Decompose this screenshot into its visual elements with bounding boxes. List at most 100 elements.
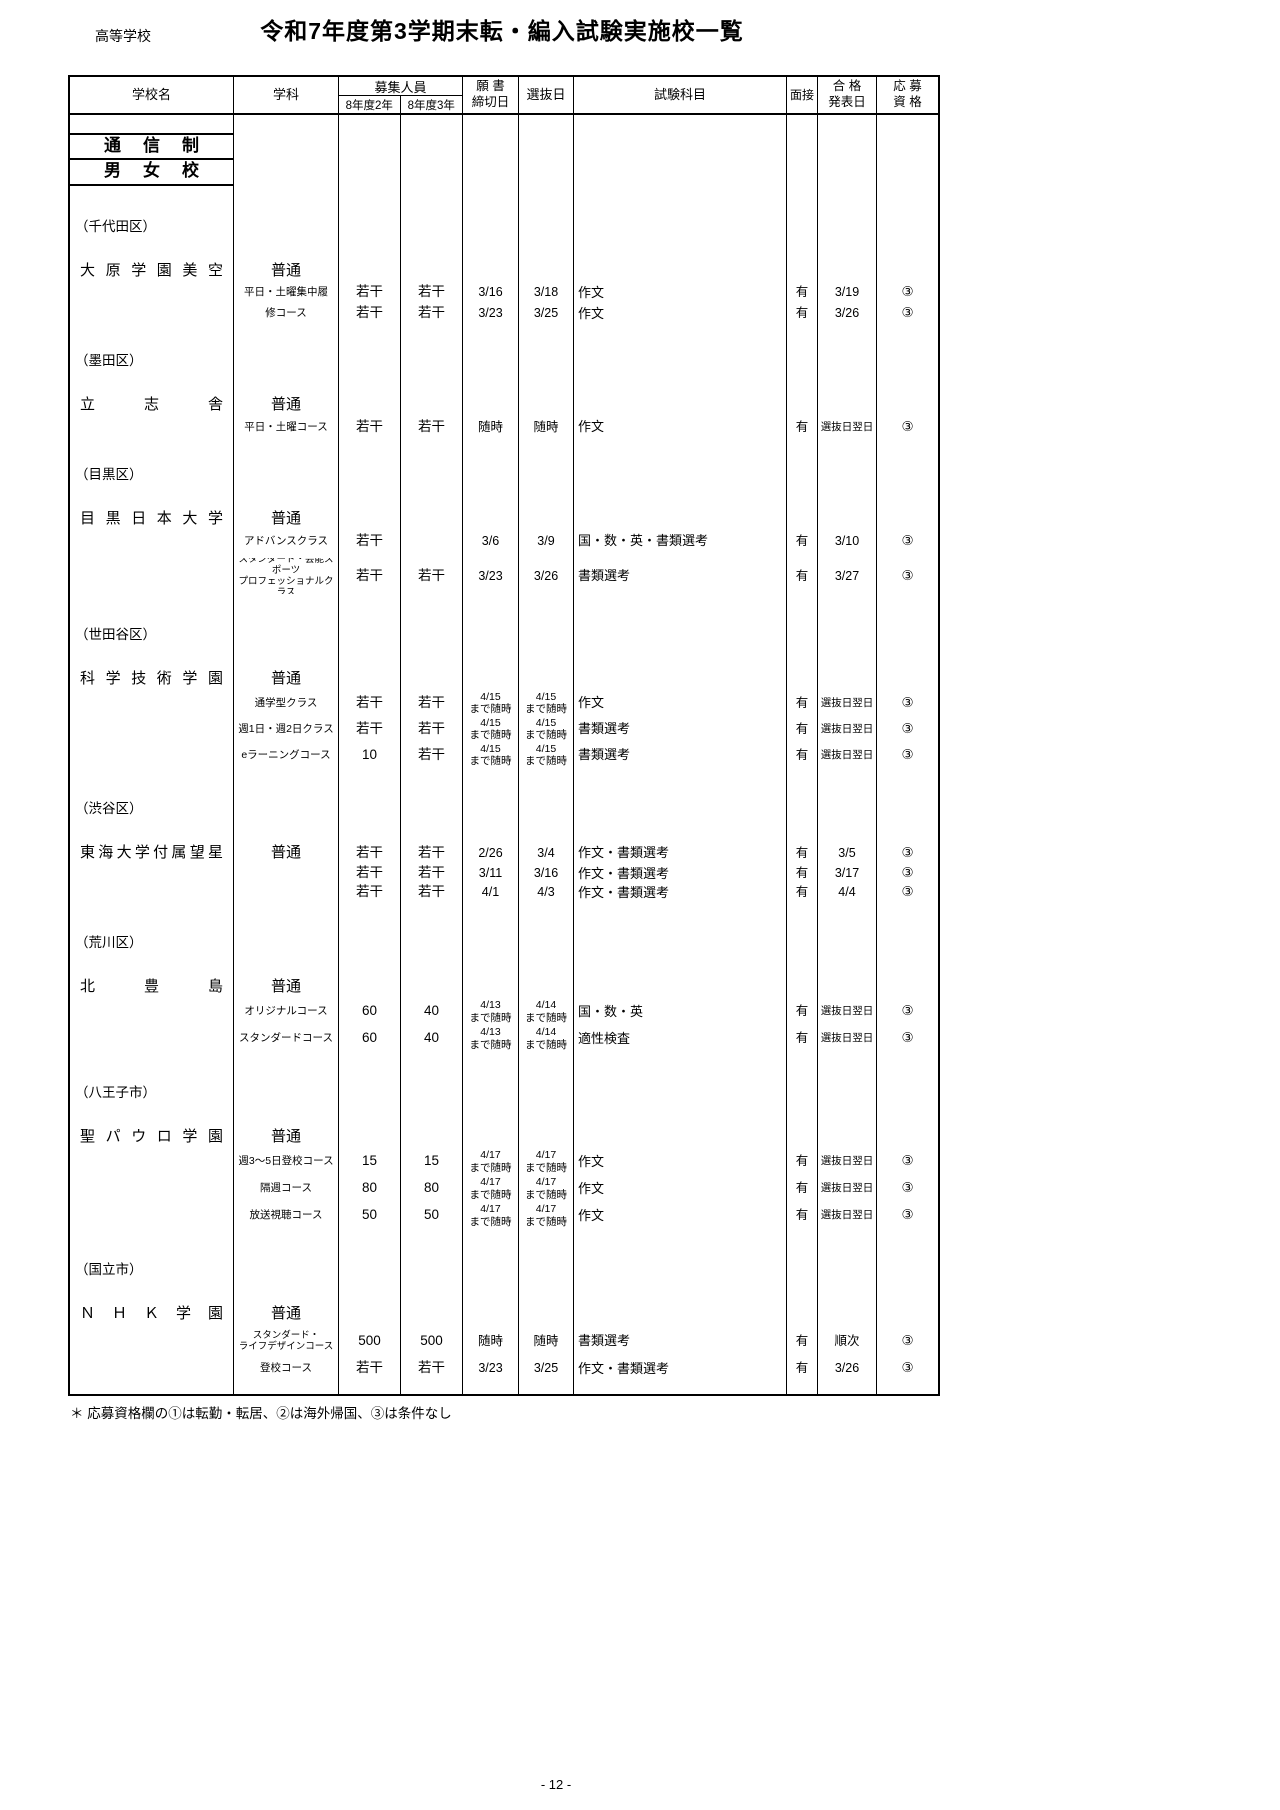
table-cell: 選抜日翌日 — [820, 1005, 874, 1018]
table-cell — [339, 324, 400, 350]
table-cell — [574, 902, 786, 932]
table-cell — [787, 798, 817, 820]
table-cell — [463, 1303, 518, 1325]
table-cell: 3/4 — [537, 845, 555, 860]
table-cell: 修コース — [265, 307, 307, 320]
table-cell: 有 — [795, 1333, 809, 1348]
table-cell — [877, 768, 938, 798]
table-cell: 男女校 — [70, 160, 233, 186]
table-cell — [787, 768, 817, 798]
table-cell — [234, 1281, 338, 1303]
table-cell: 平日・土曜コース — [244, 420, 328, 433]
table-cell — [877, 902, 938, 932]
table-cell: 随時 — [477, 1333, 503, 1348]
body-column-6: 作文 作文 作文 国・数・英・書類選考 書類選考 作文 書類選考 書類選考 作文・書類選考 作文・… — [574, 115, 787, 1394]
table-cell — [877, 438, 938, 464]
table-cell — [574, 115, 786, 135]
table-cell: 3/16 — [478, 285, 503, 299]
header-recruitment-group: 募集人員 8年度2年 8年度3年 — [339, 77, 463, 113]
table-cell — [463, 135, 518, 160]
table-cell: 60 — [361, 1030, 378, 1046]
table-cell — [787, 186, 817, 216]
table-cell: 書類選考 — [578, 747, 631, 763]
table-cell — [339, 216, 400, 238]
table-cell: ③ — [901, 284, 914, 300]
table-cell — [519, 1259, 573, 1281]
table-cell: 80 — [423, 1180, 440, 1196]
table-cell: 若干 — [418, 746, 445, 762]
table-cell — [339, 1380, 400, 1394]
table-cell: 有 — [795, 419, 809, 434]
table-cell: 4/17 まで随時 — [525, 1149, 567, 1174]
table-cell — [787, 1082, 817, 1104]
table-cell: 3/17 — [834, 866, 860, 880]
table-cell — [463, 394, 518, 416]
table-cell — [401, 160, 462, 186]
table-cell: （世田谷区） — [75, 626, 156, 642]
table-cell — [339, 186, 400, 216]
table-cell — [463, 646, 518, 668]
table-cell — [339, 135, 400, 160]
table-cell — [401, 1104, 462, 1126]
table-cell: 3/9 — [537, 533, 555, 548]
table-cell — [877, 1281, 938, 1303]
table-cell — [339, 1281, 400, 1303]
table-cell: 4/3 — [537, 885, 555, 899]
table-cell: 若干 — [356, 844, 383, 860]
table-cell — [234, 1259, 338, 1281]
table-cell — [574, 160, 786, 186]
table-cell: 若干 — [356, 305, 383, 321]
table-cell — [463, 976, 518, 998]
table-cell — [401, 530, 462, 552]
table-cell — [70, 530, 233, 552]
table-cell: ③ — [901, 746, 914, 762]
table-cell — [463, 115, 518, 135]
table-cell — [787, 135, 817, 160]
table-cell — [339, 668, 400, 690]
table-cell — [818, 486, 876, 508]
table-cell — [787, 932, 817, 954]
table-cell — [787, 216, 817, 238]
table-cell — [339, 115, 400, 135]
table-cell: 週1日・週2日クラス — [238, 722, 334, 735]
table-cell — [519, 976, 573, 998]
table-cell: 若干 — [356, 720, 383, 736]
table-cell — [401, 1052, 462, 1082]
table-cell — [787, 115, 817, 135]
table-cell — [787, 1104, 817, 1126]
table-cell: 選抜日翌日 — [820, 1032, 874, 1045]
table-cell — [401, 1303, 462, 1325]
table-cell: 3/16 — [533, 866, 559, 880]
table-cell — [574, 954, 786, 976]
table-cell — [787, 508, 817, 530]
table-cell — [818, 324, 876, 350]
table-cell — [787, 324, 817, 350]
table-cell: 4/17 まで随時 — [525, 1203, 567, 1228]
table-cell — [519, 238, 573, 260]
table-cell: 有 — [795, 1031, 809, 1045]
table-cell — [339, 902, 400, 932]
table-cell — [818, 508, 876, 530]
table-cell: 若干 — [356, 1360, 383, 1376]
table-cell — [339, 372, 400, 394]
table-cell — [818, 186, 876, 216]
table-cell: 有 — [795, 1004, 809, 1018]
table-cell — [787, 624, 817, 646]
table-cell — [818, 646, 876, 668]
table-cell — [234, 135, 338, 160]
table-cell — [818, 1229, 876, 1259]
table-cell — [70, 486, 233, 508]
table-cell — [463, 186, 518, 216]
table-cell — [401, 668, 462, 690]
header-application-deadline: 願 書 締切日 — [463, 77, 519, 113]
table-cell — [574, 238, 786, 260]
table-cell: ③ — [901, 720, 914, 736]
table-cell — [401, 1281, 462, 1303]
table-cell — [519, 464, 573, 486]
table-cell — [70, 1025, 233, 1052]
table-cell — [877, 135, 938, 160]
table-cell: 3/25 — [533, 1361, 559, 1375]
table-cell: 東海大学付属望星 — [80, 844, 223, 861]
table-cell — [339, 1229, 400, 1259]
table-cell — [401, 646, 462, 668]
